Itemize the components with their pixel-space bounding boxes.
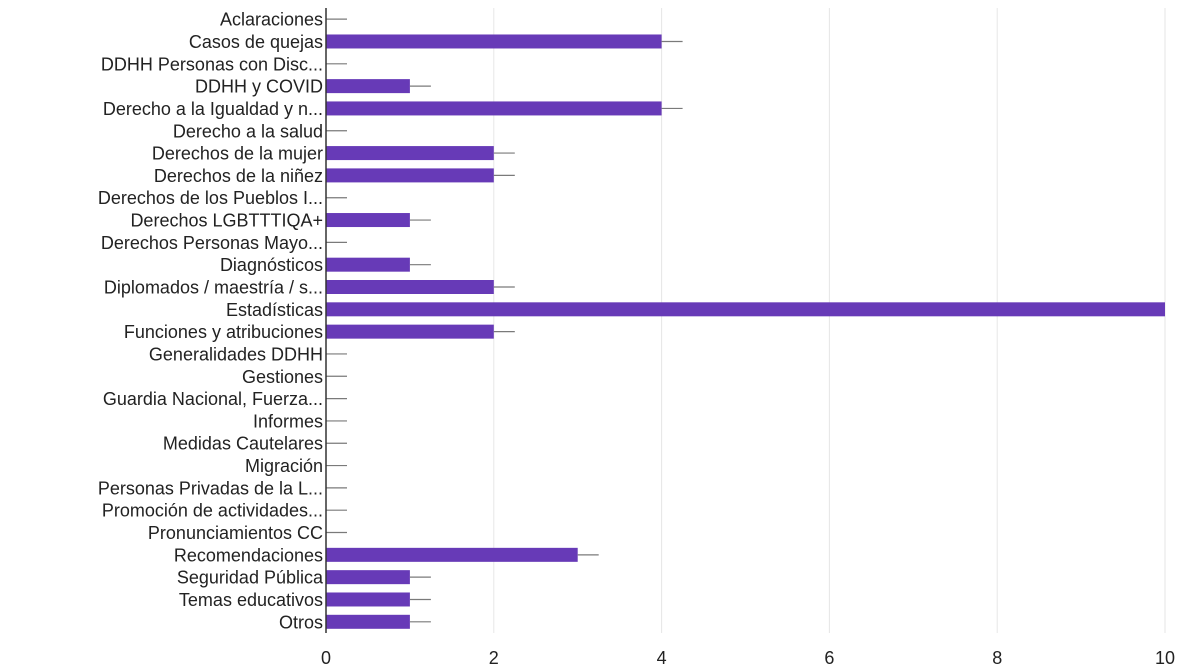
bar — [326, 614, 410, 629]
bar — [326, 101, 662, 116]
category-label: Informes — [253, 411, 323, 431]
category-label: Temas educativos — [179, 590, 323, 610]
bar — [326, 146, 494, 161]
category-label: Recomendaciones — [174, 545, 323, 565]
bars — [326, 34, 1165, 629]
bar — [326, 79, 410, 94]
category-label: Guardia Nacional, Fuerza... — [103, 389, 323, 409]
category-label: Casos de quejas — [189, 32, 323, 52]
category-label: Estadísticas — [226, 300, 323, 320]
category-label: Seguridad Pública — [177, 568, 324, 588]
category-label: Medidas Cautelares — [163, 434, 323, 454]
bar — [326, 34, 662, 49]
x-tick-label: 8 — [992, 648, 1002, 668]
category-label: Funciones y atribuciones — [124, 322, 323, 342]
category-label: Derechos de los Pueblos I... — [98, 188, 323, 208]
bar — [326, 324, 494, 339]
category-label: Derecho a la Igualdad y n... — [103, 99, 323, 119]
bar — [326, 168, 494, 183]
x-tick-label: 10 — [1155, 648, 1175, 668]
category-label: Migración — [245, 456, 323, 476]
category-label: Diplomados / maestría / s... — [104, 278, 323, 298]
bar — [326, 592, 410, 607]
bar — [326, 570, 410, 585]
error-whiskers — [326, 18, 683, 623]
category-label: Gestiones — [242, 367, 323, 387]
category-label: Diagnósticos — [220, 255, 323, 275]
category-label: DDHH Personas con Disc... — [101, 54, 323, 74]
category-label: Promoción de actividades... — [102, 501, 323, 521]
category-label: Derechos de la mujer — [152, 144, 323, 164]
x-tick-labels: 0 2 4 6 8 10 — [321, 648, 1175, 668]
category-label: Derechos de la niñez — [154, 166, 323, 186]
x-tick-label: 6 — [824, 648, 834, 668]
bar — [326, 213, 410, 228]
x-tick-label: 0 — [321, 648, 331, 668]
bar — [326, 280, 494, 294]
bar — [326, 257, 410, 272]
bar — [326, 547, 578, 562]
category-label: Generalidades DDHH — [149, 344, 323, 364]
category-label: Derechos LGBTTTIQA+ — [130, 211, 323, 231]
category-label: DDHH y COVID — [195, 77, 323, 97]
x-tick-label: 4 — [657, 648, 667, 668]
category-label: Personas Privadas de la L... — [98, 478, 323, 498]
x-tick-label: 2 — [489, 648, 499, 668]
category-label: Derecho a la salud — [173, 121, 323, 141]
category-label: Pronunciamientos CC — [148, 523, 323, 543]
category-label: Derechos Personas Mayo... — [101, 233, 323, 253]
bar — [326, 302, 1165, 317]
category-label: Aclaraciones — [220, 10, 323, 30]
category-label: Otros — [279, 612, 323, 632]
